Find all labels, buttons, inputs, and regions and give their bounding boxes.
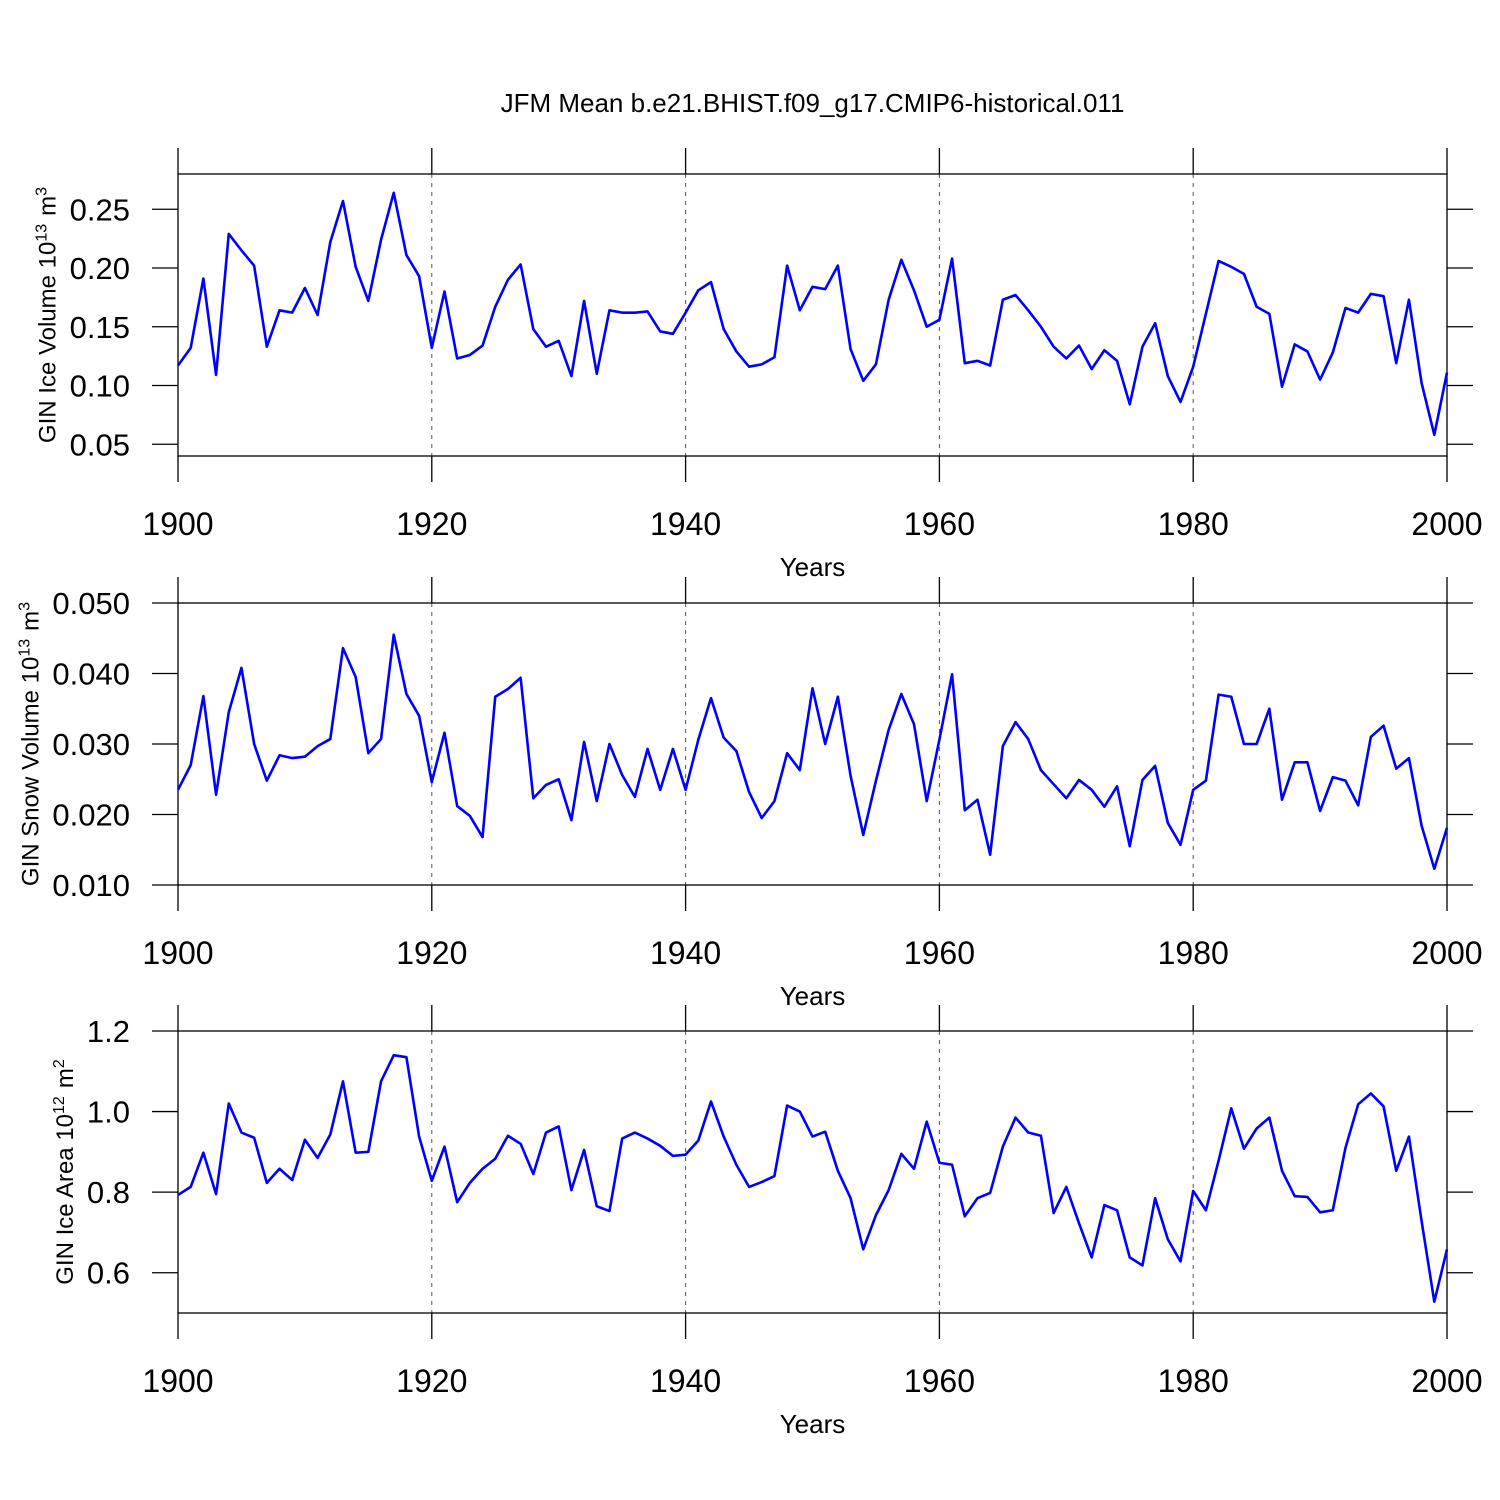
y-axis-label-exponent: 12 [51,1096,68,1114]
y-axis-label-exponent: 13 [34,224,51,242]
x-tick-label: 1940 [650,935,721,971]
y-tick-label: 0.15 [70,310,130,345]
panel: 1900 1920 1940 1960 1980 2000 Years 0.010 0.020 0… [16,577,1483,1011]
y-axis-label: GIN Ice Volume 1013 m3 [34,187,62,443]
y-axis-label-exponent: 3 [34,187,51,196]
x-tick-label: 1940 [650,506,721,542]
x-tick-label: 1980 [1158,506,1229,542]
data-line [177,1053,1449,1304]
data-line [176,633,1449,871]
x-axis-label: Years [780,1409,846,1439]
x-tick-label: 1920 [396,935,467,971]
plot-frame [177,173,1448,457]
x-tick-label: 1920 [396,506,467,542]
plot-frame [177,602,1448,886]
x-axis-label: Years [780,981,846,1011]
y-tick-label: 0.040 [52,657,130,692]
chart-title: JFM Mean b.e21.BHIST.f09_g17.CMIP6-histo… [501,88,1125,118]
panel: 1900 1920 1940 1960 1980 2000 Years 0.05 0.10 0.1… [34,148,1483,582]
x-tick-label: 1900 [142,506,213,542]
y-axis-label-exponent: 2 [51,1059,68,1068]
y-axis-label-text: m [17,611,44,631]
y-tick-label: 0.10 [70,369,130,404]
x-axis-label: Years [780,552,846,582]
y-tick-label: 0.010 [52,868,130,903]
y-axis-label-text: m [52,1068,79,1088]
x-tick-label: 1960 [904,506,975,542]
y-tick-label: 0.020 [52,798,130,833]
x-tick-label: 1960 [904,935,975,971]
x-tick-label: 2000 [1411,506,1482,542]
y-tick-label: 1.0 [87,1095,130,1130]
panel: 1900 1920 1940 1960 1980 2000 Years 0.6 0.8 1.0 1.… [51,1005,1483,1439]
y-axis-label: GIN Ice Area 1012 m2 [51,1059,79,1285]
x-tick-label: 1980 [1158,935,1229,971]
plot-frame [177,1030,1448,1314]
x-tick-label: 1940 [650,1363,721,1399]
y-tick-label: 0.6 [87,1256,130,1291]
x-tick-label: 1900 [142,1363,213,1399]
data-line [176,191,1449,437]
y-axis-label-exponent: 13 [16,639,33,657]
y-axis-label-exponent: 3 [16,602,33,611]
x-tick-label: 1980 [1158,1363,1229,1399]
x-tick-label: 1960 [904,1363,975,1399]
y-tick-label: 1.2 [87,1014,130,1049]
y-tick-label: 0.050 [52,586,130,621]
y-axis-label-text: m [35,196,62,216]
y-axis-label: GIN Snow Volume 1013 m3 [16,602,44,886]
y-tick-label: 0.8 [87,1175,130,1210]
x-tick-label: 2000 [1411,1363,1482,1399]
x-tick-label: 1920 [396,1363,467,1399]
y-tick-label: 0.20 [70,251,130,286]
y-tick-label: 0.25 [70,192,130,227]
y-axis-label-text: GIN Ice Volume 10 [35,242,62,443]
x-tick-label: 2000 [1411,935,1482,971]
y-axis-label-text: GIN Snow Volume 10 [17,657,44,886]
y-tick-label: 0.05 [70,427,130,462]
x-tick-label: 1900 [142,935,213,971]
y-axis-label-text: GIN Ice Area 10 [52,1114,79,1285]
y-tick-label: 0.030 [52,727,130,762]
